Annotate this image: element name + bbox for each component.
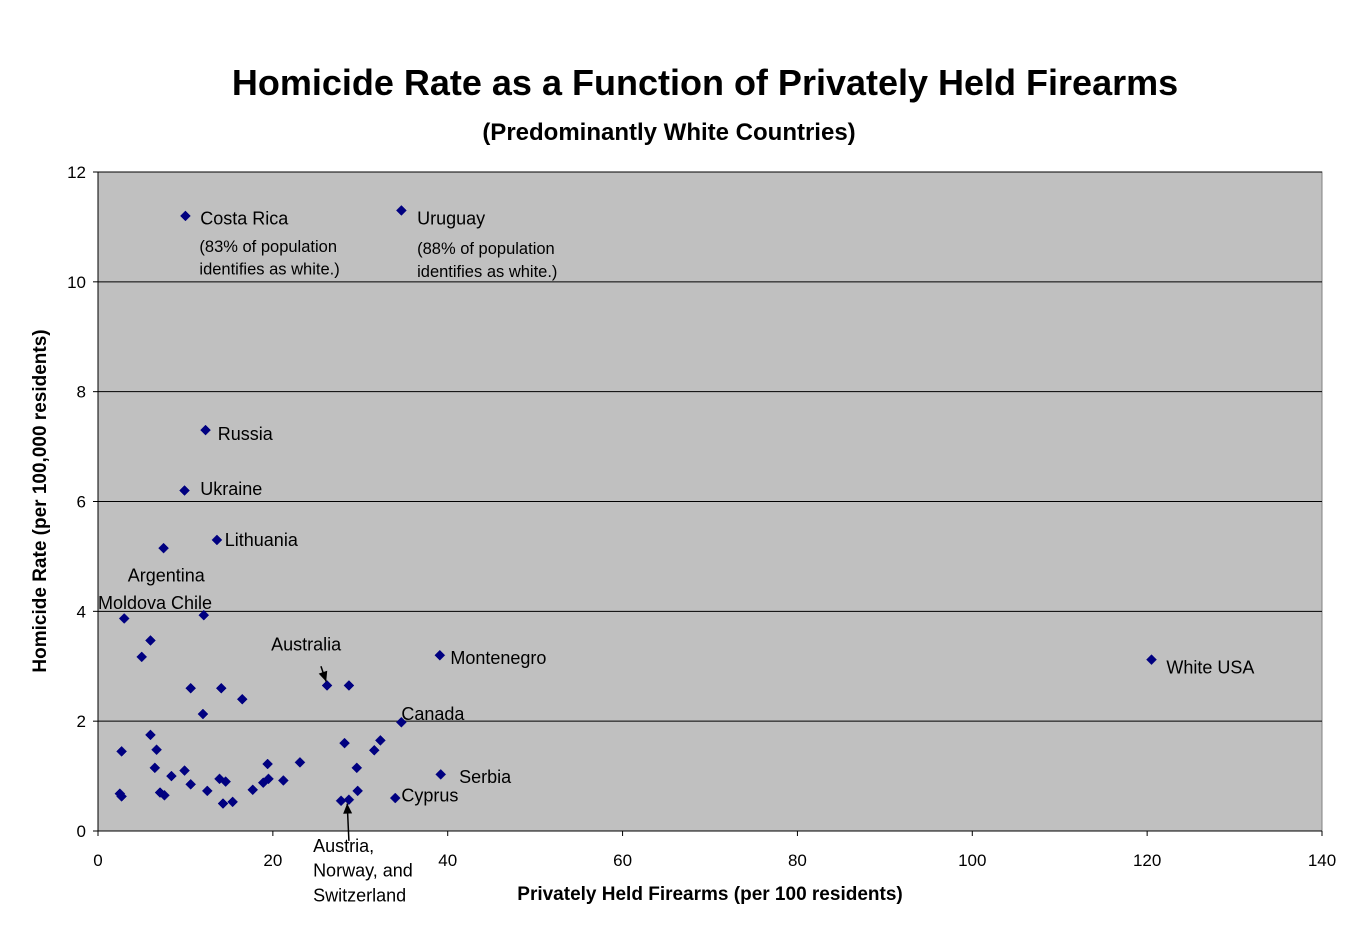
data-point (116, 746, 127, 757)
y-tick-label: 10 (67, 273, 86, 292)
data-point (180, 210, 191, 222)
annotation-label: identifies as white.) (199, 261, 339, 279)
data-point (211, 534, 223, 546)
data-point (197, 708, 209, 720)
data-point (351, 762, 363, 774)
annotation-label: Lithuania (225, 530, 299, 550)
x-tick-label: 60 (613, 851, 632, 870)
x-tick-label: 120 (1133, 851, 1161, 870)
annotation-label: Austria, (313, 836, 374, 856)
data-point (185, 778, 197, 790)
data-point (343, 794, 355, 806)
annotation-label: Russia (218, 424, 274, 444)
data-point (179, 485, 190, 496)
data-point (159, 789, 170, 801)
annotation-arrows (318, 666, 353, 841)
data-point (236, 693, 248, 705)
data-point (116, 791, 127, 802)
data-point (136, 651, 148, 663)
y-tick-label: 2 (77, 712, 86, 731)
data-point (217, 798, 229, 809)
data-point (200, 424, 211, 436)
chart-title: Homicide Rate as a Function of Privately… (232, 62, 1178, 103)
gridlines (98, 171, 1322, 722)
data-point (145, 729, 156, 741)
data-point (166, 770, 177, 782)
data-point (262, 758, 273, 770)
y-tick-label: 4 (77, 602, 86, 621)
data-point (434, 649, 446, 661)
data-point (151, 744, 162, 756)
data-point (215, 682, 227, 694)
annotation-label: Norway, and (313, 861, 413, 881)
y-ticks: 0 2 4 6 8 10 12 (67, 163, 98, 841)
x-ticks: 0 20 40 60 80 100 120 140 (93, 831, 1336, 870)
x-tick-label: 40 (438, 851, 457, 870)
annotation-label: Canada (401, 704, 465, 724)
data-point (321, 680, 333, 691)
annotation-label: (88% of population (417, 240, 555, 258)
annotation-label: (83% of population (199, 238, 337, 256)
annotation-label: Argentina (128, 566, 206, 586)
data-point (368, 744, 380, 756)
annotation-label: Australia (271, 634, 342, 654)
x-tick-label: 80 (788, 851, 807, 870)
data-point (179, 765, 190, 776)
y-axis-label: Homicide Rate (per 100,000 residents) (30, 329, 51, 672)
arrow-head (343, 803, 353, 814)
y-tick-label: 12 (67, 163, 86, 182)
annotation-label: Montenegro (450, 648, 546, 668)
y-tick-label: 0 (77, 822, 86, 841)
arrow-head (318, 670, 328, 682)
x-tick-label: 0 (93, 851, 102, 870)
data-point (118, 613, 130, 624)
data-point (227, 796, 238, 808)
data-point (352, 785, 364, 797)
x-tick-label: 20 (263, 851, 282, 870)
annotation-label: Uruguay (417, 209, 485, 229)
data-point (201, 785, 213, 797)
data-point (158, 542, 169, 554)
x-tick-label: 140 (1308, 851, 1336, 870)
data-point (375, 735, 386, 746)
annotation-label: identifies as white.) (417, 263, 557, 281)
data-point (339, 737, 350, 749)
chart-subtitle: (Predominantly White Countries) (482, 119, 855, 146)
data-point (198, 609, 210, 621)
annotation-label: Costa Rica (200, 209, 289, 229)
data-point (1146, 654, 1157, 666)
annotation-label: Ukraine (200, 479, 262, 499)
x-axis-label: Privately Held Firearms (per 100 residen… (517, 884, 902, 905)
data-point (145, 635, 156, 646)
data-points (114, 205, 1157, 809)
annotation-label: White USA (1166, 657, 1254, 677)
annotation-label: Moldova Chile (98, 593, 212, 613)
data-point (294, 757, 306, 768)
x-tick-label: 100 (958, 851, 986, 870)
annotation-label: Serbia (459, 767, 512, 787)
data-point (149, 762, 161, 774)
data-point (396, 716, 407, 728)
data-point (247, 784, 259, 796)
y-tick-label: 6 (77, 493, 86, 512)
data-point (343, 680, 355, 691)
annotation-label: Cyprus (401, 785, 458, 805)
data-point (396, 205, 407, 216)
y-tick-label: 8 (77, 383, 86, 402)
annotations: Costa Rica (83% of population identifies a… (98, 209, 1254, 906)
data-point (185, 682, 197, 694)
data-point (435, 769, 447, 780)
data-point (277, 775, 289, 786)
data-point (220, 776, 231, 787)
data-point (263, 773, 274, 785)
annotation-label: Switzerland (313, 885, 406, 905)
data-point (389, 792, 401, 804)
